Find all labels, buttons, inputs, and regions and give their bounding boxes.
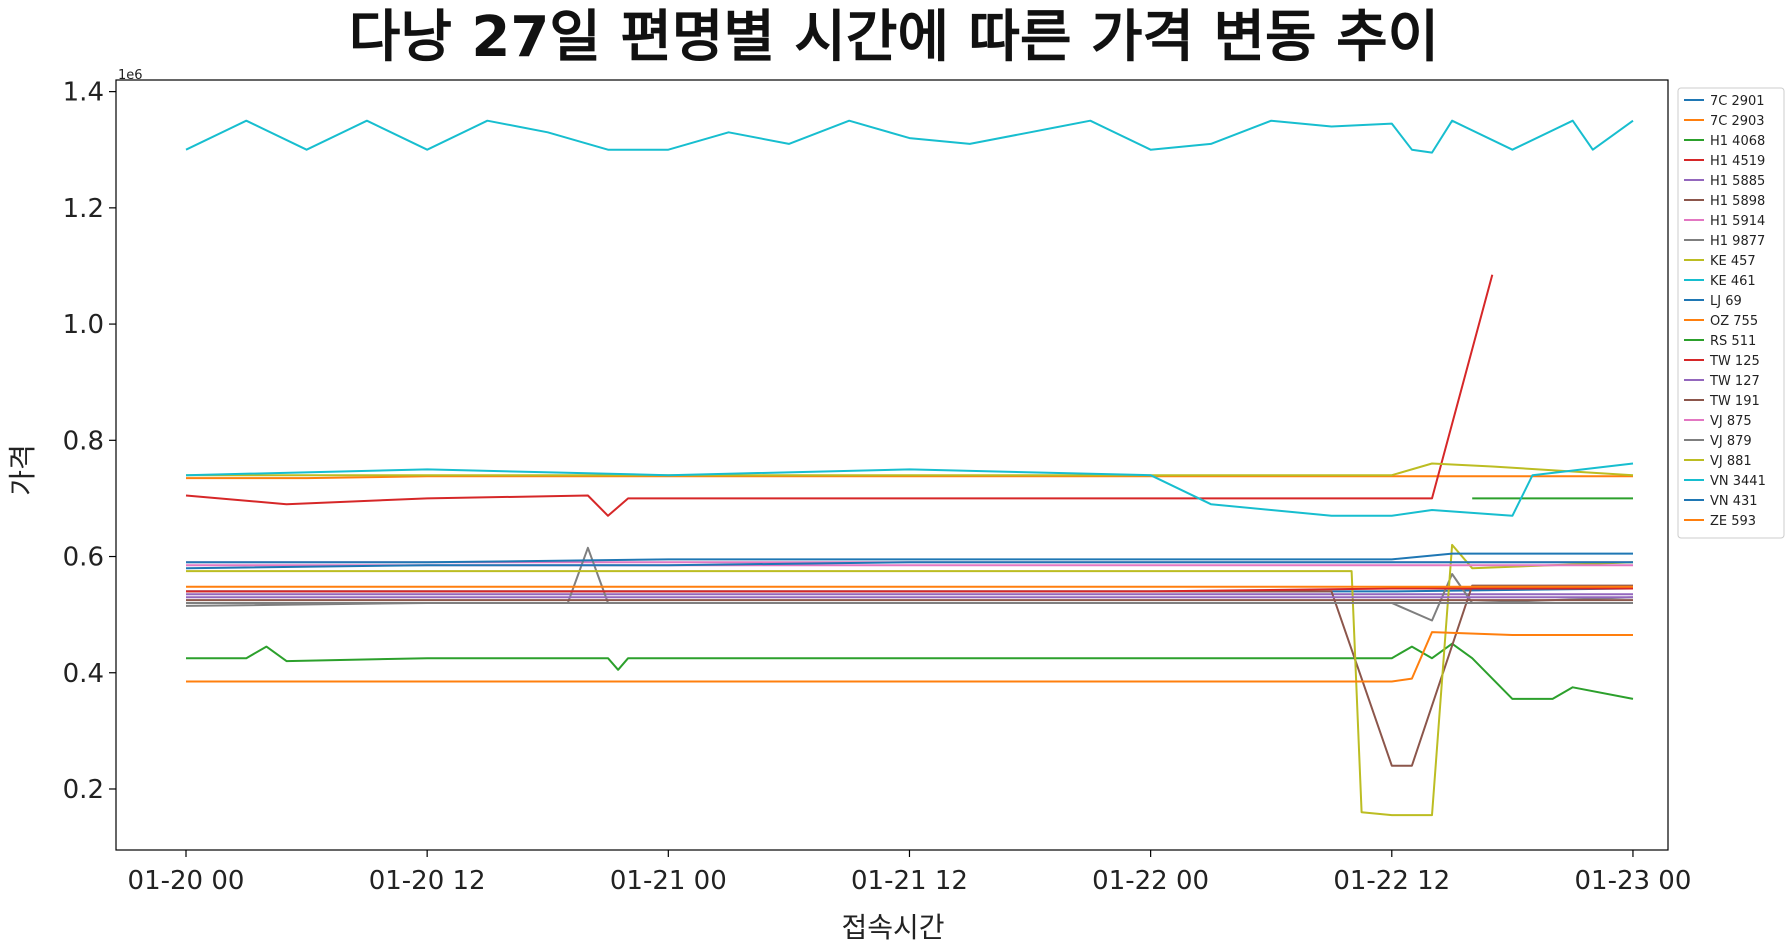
- series-line: [185, 462, 1634, 517]
- y-axis-offset-label: 1e6: [118, 68, 143, 83]
- series-layer: [185, 119, 1634, 817]
- legend-label: H1 9877: [1710, 234, 1765, 249]
- legend-label: RS 511: [1710, 334, 1756, 349]
- x-axis-title: 접속시간: [841, 911, 944, 944]
- series-line: [185, 119, 1634, 154]
- legend-box: [1677, 87, 1785, 539]
- series-line: [186, 631, 1633, 683]
- chart-title: 다낭 27일 편명별 시간에 따른 가격 변동 추이: [349, 5, 1439, 70]
- series-line: [185, 561, 1633, 570]
- x-tick-label: 01-22 12: [1333, 866, 1450, 896]
- x-tick-label: 01-21 00: [610, 866, 727, 896]
- legend-label: VJ 881: [1710, 454, 1752, 469]
- plot-area: [115, 79, 1669, 851]
- y-tick-label: 1.0: [63, 310, 104, 340]
- legend-label: KE 461: [1710, 274, 1756, 289]
- series-line: [185, 274, 1494, 517]
- series-line: [186, 642, 1634, 700]
- series-line: [186, 475, 1633, 480]
- x-tick-label: 01-21 12: [851, 866, 968, 896]
- legend-label: TW 191: [1709, 394, 1760, 409]
- legend-label: 7C 2903: [1710, 114, 1765, 129]
- legend-label: TW 127: [1709, 374, 1760, 389]
- x-tick-label: 01-23 00: [1574, 866, 1691, 896]
- y-tick-label: 0.8: [63, 426, 104, 456]
- legend-label: H1 4519: [1710, 154, 1765, 169]
- plot-border: [115, 79, 1669, 851]
- axes: 01-20 00 01-20 12 01-21 00 01-21 12 01-22 00…: [63, 78, 1692, 896]
- legend-label: VN 431: [1710, 494, 1758, 509]
- legend-label: KE 457: [1710, 254, 1756, 269]
- legend-label: TW 125: [1709, 354, 1760, 369]
- legend-label: H1 5885: [1710, 174, 1765, 189]
- legend-label: H1 5914: [1710, 214, 1765, 229]
- legend-label: LJ 69: [1710, 294, 1742, 309]
- y-tick-label: 0.6: [63, 543, 104, 573]
- x-tick-label: 01-20 00: [128, 866, 245, 896]
- series-line: [186, 587, 1633, 593]
- y-tick-label: 1.2: [63, 194, 104, 224]
- series-line: [186, 543, 1634, 817]
- legend-label: 7C 2901: [1710, 94, 1765, 109]
- y-tick-label: 0.2: [63, 775, 104, 805]
- y-tick-label: 1.4: [63, 78, 104, 108]
- x-tick-label: 01-20 12: [369, 866, 486, 896]
- legend-label: ZE 593: [1710, 514, 1756, 529]
- legend-label: VJ 879: [1710, 434, 1752, 449]
- series-line: [186, 552, 1633, 564]
- y-tick-label: 0.4: [63, 659, 104, 689]
- legend-label: VN 3441: [1710, 474, 1766, 489]
- legend-label: VJ 875: [1710, 414, 1752, 429]
- legend-label: OZ 755: [1710, 314, 1758, 329]
- legend: 7C 2901 7C 2903 H1 4068 H1 4519 H1 5885 H1 58…: [1677, 87, 1785, 539]
- x-tick-label: 01-22 00: [1092, 866, 1209, 896]
- legend-label: H1 4068: [1710, 134, 1765, 149]
- y-axis-title: 가격: [6, 444, 39, 496]
- legend-label: H1 5898: [1710, 194, 1765, 209]
